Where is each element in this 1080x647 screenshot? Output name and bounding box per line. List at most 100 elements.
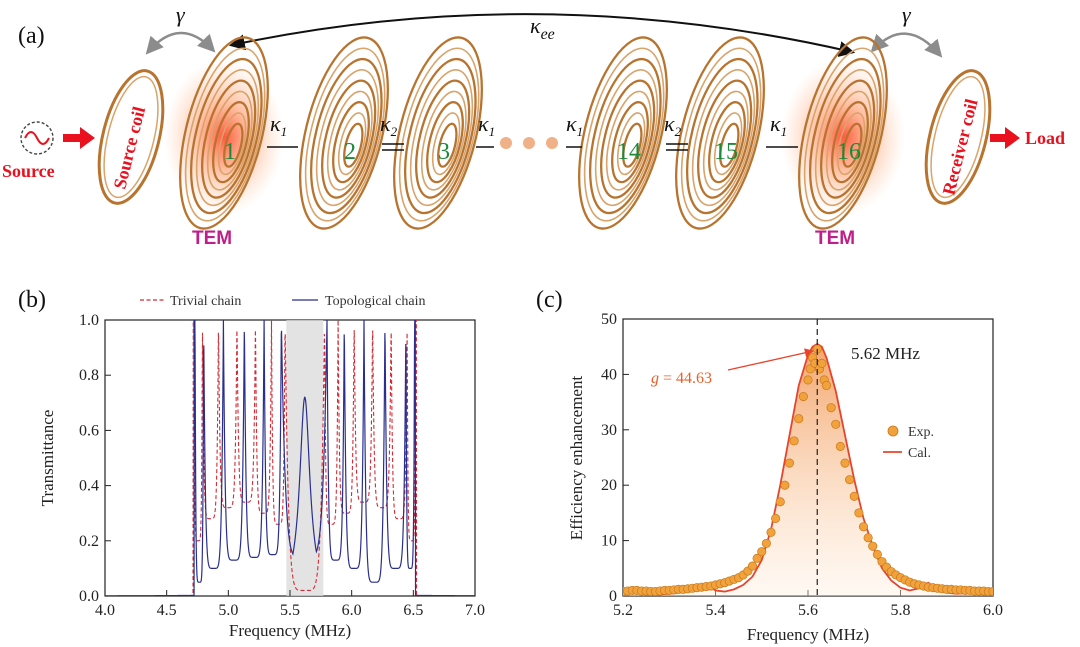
panel-label-a: (a) bbox=[18, 23, 45, 49]
gamma-label-right: γ bbox=[902, 2, 912, 27]
exp-data-point bbox=[849, 491, 859, 501]
exp-data-point bbox=[794, 414, 804, 424]
cal-area-fill bbox=[623, 343, 993, 596]
exp-data-point bbox=[775, 497, 785, 507]
y-tick-label: 10 bbox=[601, 533, 617, 550]
bandgap-shade bbox=[286, 320, 324, 596]
coil-3: 3 bbox=[393, 36, 483, 230]
kappa1-label: κ1 bbox=[478, 111, 495, 139]
panel-c-chart: (c) 5.2 5.4 5.6 5.8 6.0 0 10 20 30 40 50 Frequency… bbox=[536, 287, 1003, 644]
exp-data-point bbox=[766, 527, 776, 537]
couplings: κ1 κ2 κ1 κ1 κ2 κ1 bbox=[267, 111, 798, 151]
x-tick-label: 5.6 bbox=[798, 602, 818, 619]
exp-data-point bbox=[752, 553, 762, 563]
x-tick-label: 6.0 bbox=[983, 602, 1003, 619]
kappa-ee-arrow bbox=[228, 13, 856, 57]
y-axis-label-b: Transmittance bbox=[38, 410, 57, 507]
x-tick-label: 6.0 bbox=[342, 602, 362, 619]
kappa1-label: κ1 bbox=[770, 111, 787, 139]
y-tick-label: 0.2 bbox=[79, 533, 99, 550]
kappa1-label: κ1 bbox=[566, 111, 583, 139]
legend-swatch-exp bbox=[887, 425, 899, 437]
exp-data-point bbox=[798, 392, 808, 402]
x-tick-label: 5.8 bbox=[891, 602, 911, 619]
coil-number: 3 bbox=[438, 139, 450, 165]
gamma-label-left: γ bbox=[176, 2, 186, 27]
peak-frequency-label: 5.62 MHz bbox=[851, 344, 920, 363]
source-coil-label: Source coil bbox=[109, 104, 149, 190]
x-tick-label: 7.0 bbox=[465, 602, 485, 619]
y-tick-label: 0.0 bbox=[79, 588, 99, 605]
exp-data-point bbox=[780, 480, 790, 490]
x-axis-label-c: Frequency (MHz) bbox=[747, 625, 869, 644]
exp-data-point bbox=[840, 458, 850, 468]
kappa2-label: κ2 bbox=[664, 111, 682, 139]
coil-number: 14 bbox=[617, 139, 641, 165]
series-topological-line bbox=[105, 320, 475, 596]
y-tick-label: 40 bbox=[601, 366, 617, 383]
source-coil: Source coil bbox=[97, 69, 165, 205]
exp-data-point bbox=[817, 358, 827, 368]
y-tick-label: 1.0 bbox=[79, 312, 99, 329]
kappa1-label: κ1 bbox=[270, 111, 287, 139]
exp-data-point bbox=[789, 436, 799, 446]
legend-label-topological: Topological chain bbox=[325, 294, 426, 309]
exp-data-point bbox=[863, 533, 873, 543]
panel-a-schematic: (a) κee γ γ Source Source coil 1 2 3 14 15 16 bbox=[2, 2, 1065, 249]
load-label: Load bbox=[1025, 128, 1065, 148]
exp-data-point bbox=[757, 547, 767, 557]
tem-label-right: TEM bbox=[815, 228, 855, 249]
coil-number: 16 bbox=[837, 139, 861, 165]
kappa2-label: κ2 bbox=[380, 111, 398, 139]
y-tick-label: 30 bbox=[601, 422, 617, 439]
x-tick-label: 5.5 bbox=[280, 602, 300, 619]
exp-data-point bbox=[771, 513, 781, 523]
coil-15: 15 bbox=[675, 36, 765, 230]
exp-data-point bbox=[868, 541, 878, 551]
legend-c: Exp. Cal. bbox=[883, 425, 934, 461]
legend-label-exp: Exp. bbox=[908, 425, 934, 440]
coil-14: 14 bbox=[578, 36, 668, 230]
coil-number: 15 bbox=[714, 139, 738, 165]
exp-data-point bbox=[821, 380, 832, 391]
gamma-arrow-right bbox=[870, 32, 943, 58]
legend-label-cal: Cal. bbox=[908, 446, 931, 461]
receiver-coil: Receiver coil bbox=[924, 69, 992, 205]
y-tick-label: 0 bbox=[609, 588, 617, 605]
x-tick-label: 5.0 bbox=[218, 602, 238, 619]
panel-label-b: (b) bbox=[18, 287, 46, 313]
y-tick-label: 20 bbox=[601, 477, 617, 494]
exp-data-point bbox=[845, 475, 855, 485]
exp-data-point bbox=[826, 403, 836, 413]
exp-data-point bbox=[988, 587, 993, 596]
y-tick-label: 0.4 bbox=[79, 478, 99, 495]
coil-1: 1 bbox=[179, 36, 269, 230]
coil-16: 16 bbox=[798, 36, 888, 230]
coil-number: 2 bbox=[344, 139, 356, 165]
x-tick-label: 6.5 bbox=[403, 602, 423, 619]
exp-data-point bbox=[831, 419, 841, 429]
source-label: Source bbox=[2, 161, 55, 181]
coil-number: 1 bbox=[224, 139, 236, 165]
kappa-ee-label: κee bbox=[530, 13, 555, 43]
legend-b: Trivial chain Topological chain bbox=[140, 294, 426, 309]
x-tick-label: 4.5 bbox=[157, 602, 177, 619]
exp-data-point bbox=[858, 522, 869, 532]
y-tick-label: 0.8 bbox=[79, 367, 99, 384]
exp-data-point bbox=[747, 561, 758, 571]
ac-source-icon bbox=[20, 121, 54, 155]
exp-data-point bbox=[803, 375, 813, 385]
exp-data-point bbox=[854, 508, 864, 518]
receiver-coil-label: Receiver coil bbox=[938, 97, 981, 197]
ellipsis-dot bbox=[546, 137, 558, 149]
x-tick-label: 5.2 bbox=[613, 602, 633, 619]
panel-label-c: (c) bbox=[536, 287, 563, 313]
y-tick-label: 50 bbox=[601, 311, 617, 328]
load-arrow bbox=[990, 127, 1020, 149]
gamma-arrow-left bbox=[145, 31, 216, 55]
exp-data-point bbox=[872, 549, 882, 559]
g-value-arrow bbox=[727, 348, 814, 371]
exp-data-point bbox=[761, 538, 771, 548]
tem-label-left: TEM bbox=[192, 228, 232, 249]
coil-2: 2 bbox=[299, 36, 389, 230]
